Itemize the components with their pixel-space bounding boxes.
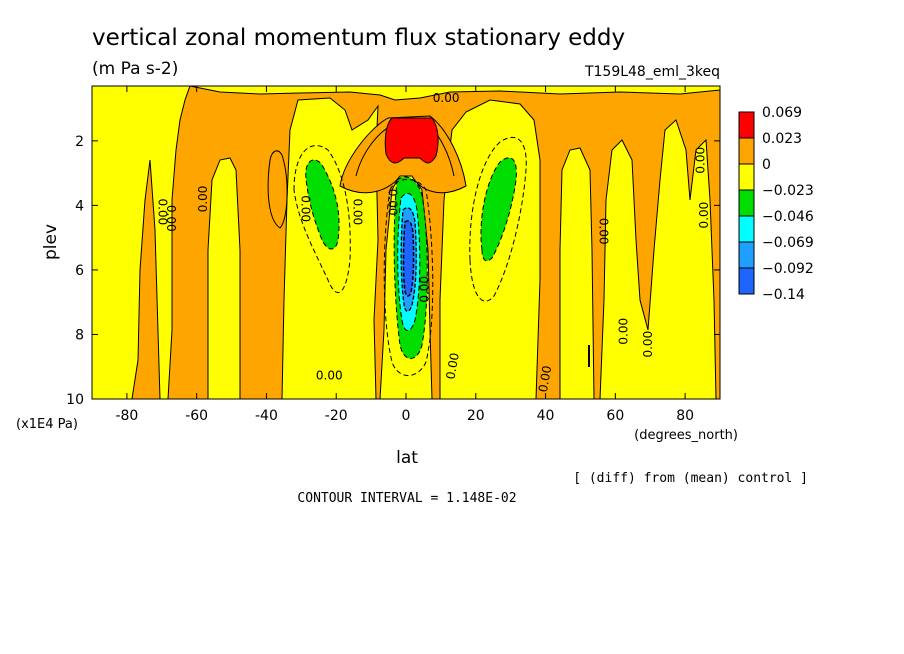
contour-label: 0.00 bbox=[351, 198, 365, 225]
colorbar-swatch bbox=[738, 241, 755, 269]
x-tick-label: -80 bbox=[115, 408, 138, 424]
region-sh-midlat bbox=[207, 157, 241, 399]
sh-thin-contour bbox=[267, 150, 288, 229]
colorbar-label: 0.069 bbox=[762, 105, 802, 121]
colorbar-swatch bbox=[738, 163, 755, 191]
colorbar-label: 0.023 bbox=[762, 131, 802, 147]
x-tick-label: -40 bbox=[255, 408, 278, 424]
contour-label: 0.00 bbox=[164, 205, 178, 232]
contour-label: 0.00 bbox=[536, 365, 554, 394]
y-axis-label: plev bbox=[41, 224, 61, 260]
x-tick-label: 80 bbox=[676, 408, 694, 424]
region-nh-midlat bbox=[559, 147, 595, 399]
region-sh-min bbox=[305, 159, 340, 250]
x-tick-label: 40 bbox=[537, 408, 555, 424]
contour-label: 0.00 bbox=[418, 276, 432, 303]
contour-label: 0.00 bbox=[697, 202, 711, 229]
diff-note: [ (diff) from (mean) control ] bbox=[573, 471, 808, 486]
x-tick-label: 60 bbox=[606, 408, 624, 424]
colorbar-swatch bbox=[738, 111, 755, 139]
region-nh-min bbox=[480, 157, 517, 262]
y-tick-label: 2 bbox=[75, 134, 84, 150]
chart-title: vertical zonal momentum flux stationary … bbox=[92, 25, 625, 51]
y-tick-label: 6 bbox=[75, 263, 84, 279]
contour-label: 0.00 bbox=[155, 198, 169, 225]
colorbar-swatch bbox=[738, 189, 755, 217]
colorbar-label: −0.14 bbox=[762, 287, 805, 303]
colorbar-label: −0.023 bbox=[762, 183, 814, 199]
contour-label: 0.00 bbox=[443, 352, 461, 381]
region-top-band bbox=[189, 86, 720, 101]
plot-area bbox=[92, 86, 720, 399]
x-tick-label: 20 bbox=[467, 408, 485, 424]
x-axis-label: lat bbox=[396, 448, 418, 468]
colorbar-label: −0.092 bbox=[762, 261, 814, 277]
y-axis: 2 4 6 8 10 bbox=[66, 134, 720, 408]
run-label: T159L48_eml_3keq bbox=[584, 64, 720, 80]
x-units: (degrees_north) bbox=[634, 428, 738, 443]
contour-label: 0.00 bbox=[316, 369, 343, 383]
colorbar-label: −0.069 bbox=[762, 235, 814, 251]
colorbar-label: −0.046 bbox=[762, 209, 814, 225]
contour-labels: 0.000.000.000.00 0.00 0.00 0.000.000.000.00… bbox=[155, 91, 711, 394]
colorbar: 0.069 0.023 0 −0.023 −0.046 −0.069 −0.092 −0.14 bbox=[738, 105, 814, 303]
colorbar-swatch bbox=[738, 137, 755, 165]
colorbar-label: 0 bbox=[762, 157, 771, 173]
contour-label: 0.00 bbox=[597, 218, 611, 245]
contour-label: 0.00 bbox=[617, 318, 631, 345]
contour-label: 0.00 bbox=[693, 147, 707, 174]
positive-maximum bbox=[339, 115, 467, 194]
y-tick-label: 8 bbox=[75, 327, 84, 343]
contour-label: 0.00 bbox=[196, 186, 210, 213]
negative-contours bbox=[293, 136, 527, 376]
contour-label: 0.00 bbox=[298, 195, 312, 222]
x-tick-label: -60 bbox=[185, 408, 208, 424]
y-tick-label: 4 bbox=[75, 198, 84, 214]
x-tick-label: 0 bbox=[402, 408, 411, 424]
contour-interval: CONTOUR INTERVAL = 1.148E-02 bbox=[297, 491, 516, 506]
region-nh-highlat bbox=[599, 119, 717, 399]
contour-label: 0.00 bbox=[386, 189, 400, 216]
region-eq-darkblue bbox=[402, 220, 415, 297]
y-units: (x1E4 Pa) bbox=[16, 417, 78, 432]
region-sh-polar bbox=[92, 86, 191, 399]
x-axis: -80 -60 -40 -20 0 20 40 60 80 bbox=[115, 86, 694, 424]
chart-units: (m Pa s-2) bbox=[92, 59, 178, 79]
x-tick-label: -20 bbox=[325, 408, 348, 424]
contour-label: 0.00 bbox=[433, 91, 460, 105]
y-tick-label: 10 bbox=[66, 392, 84, 408]
colorbar-swatch bbox=[738, 215, 755, 243]
colorbar-swatch bbox=[738, 267, 755, 295]
contour-label: 0.00 bbox=[641, 331, 655, 358]
